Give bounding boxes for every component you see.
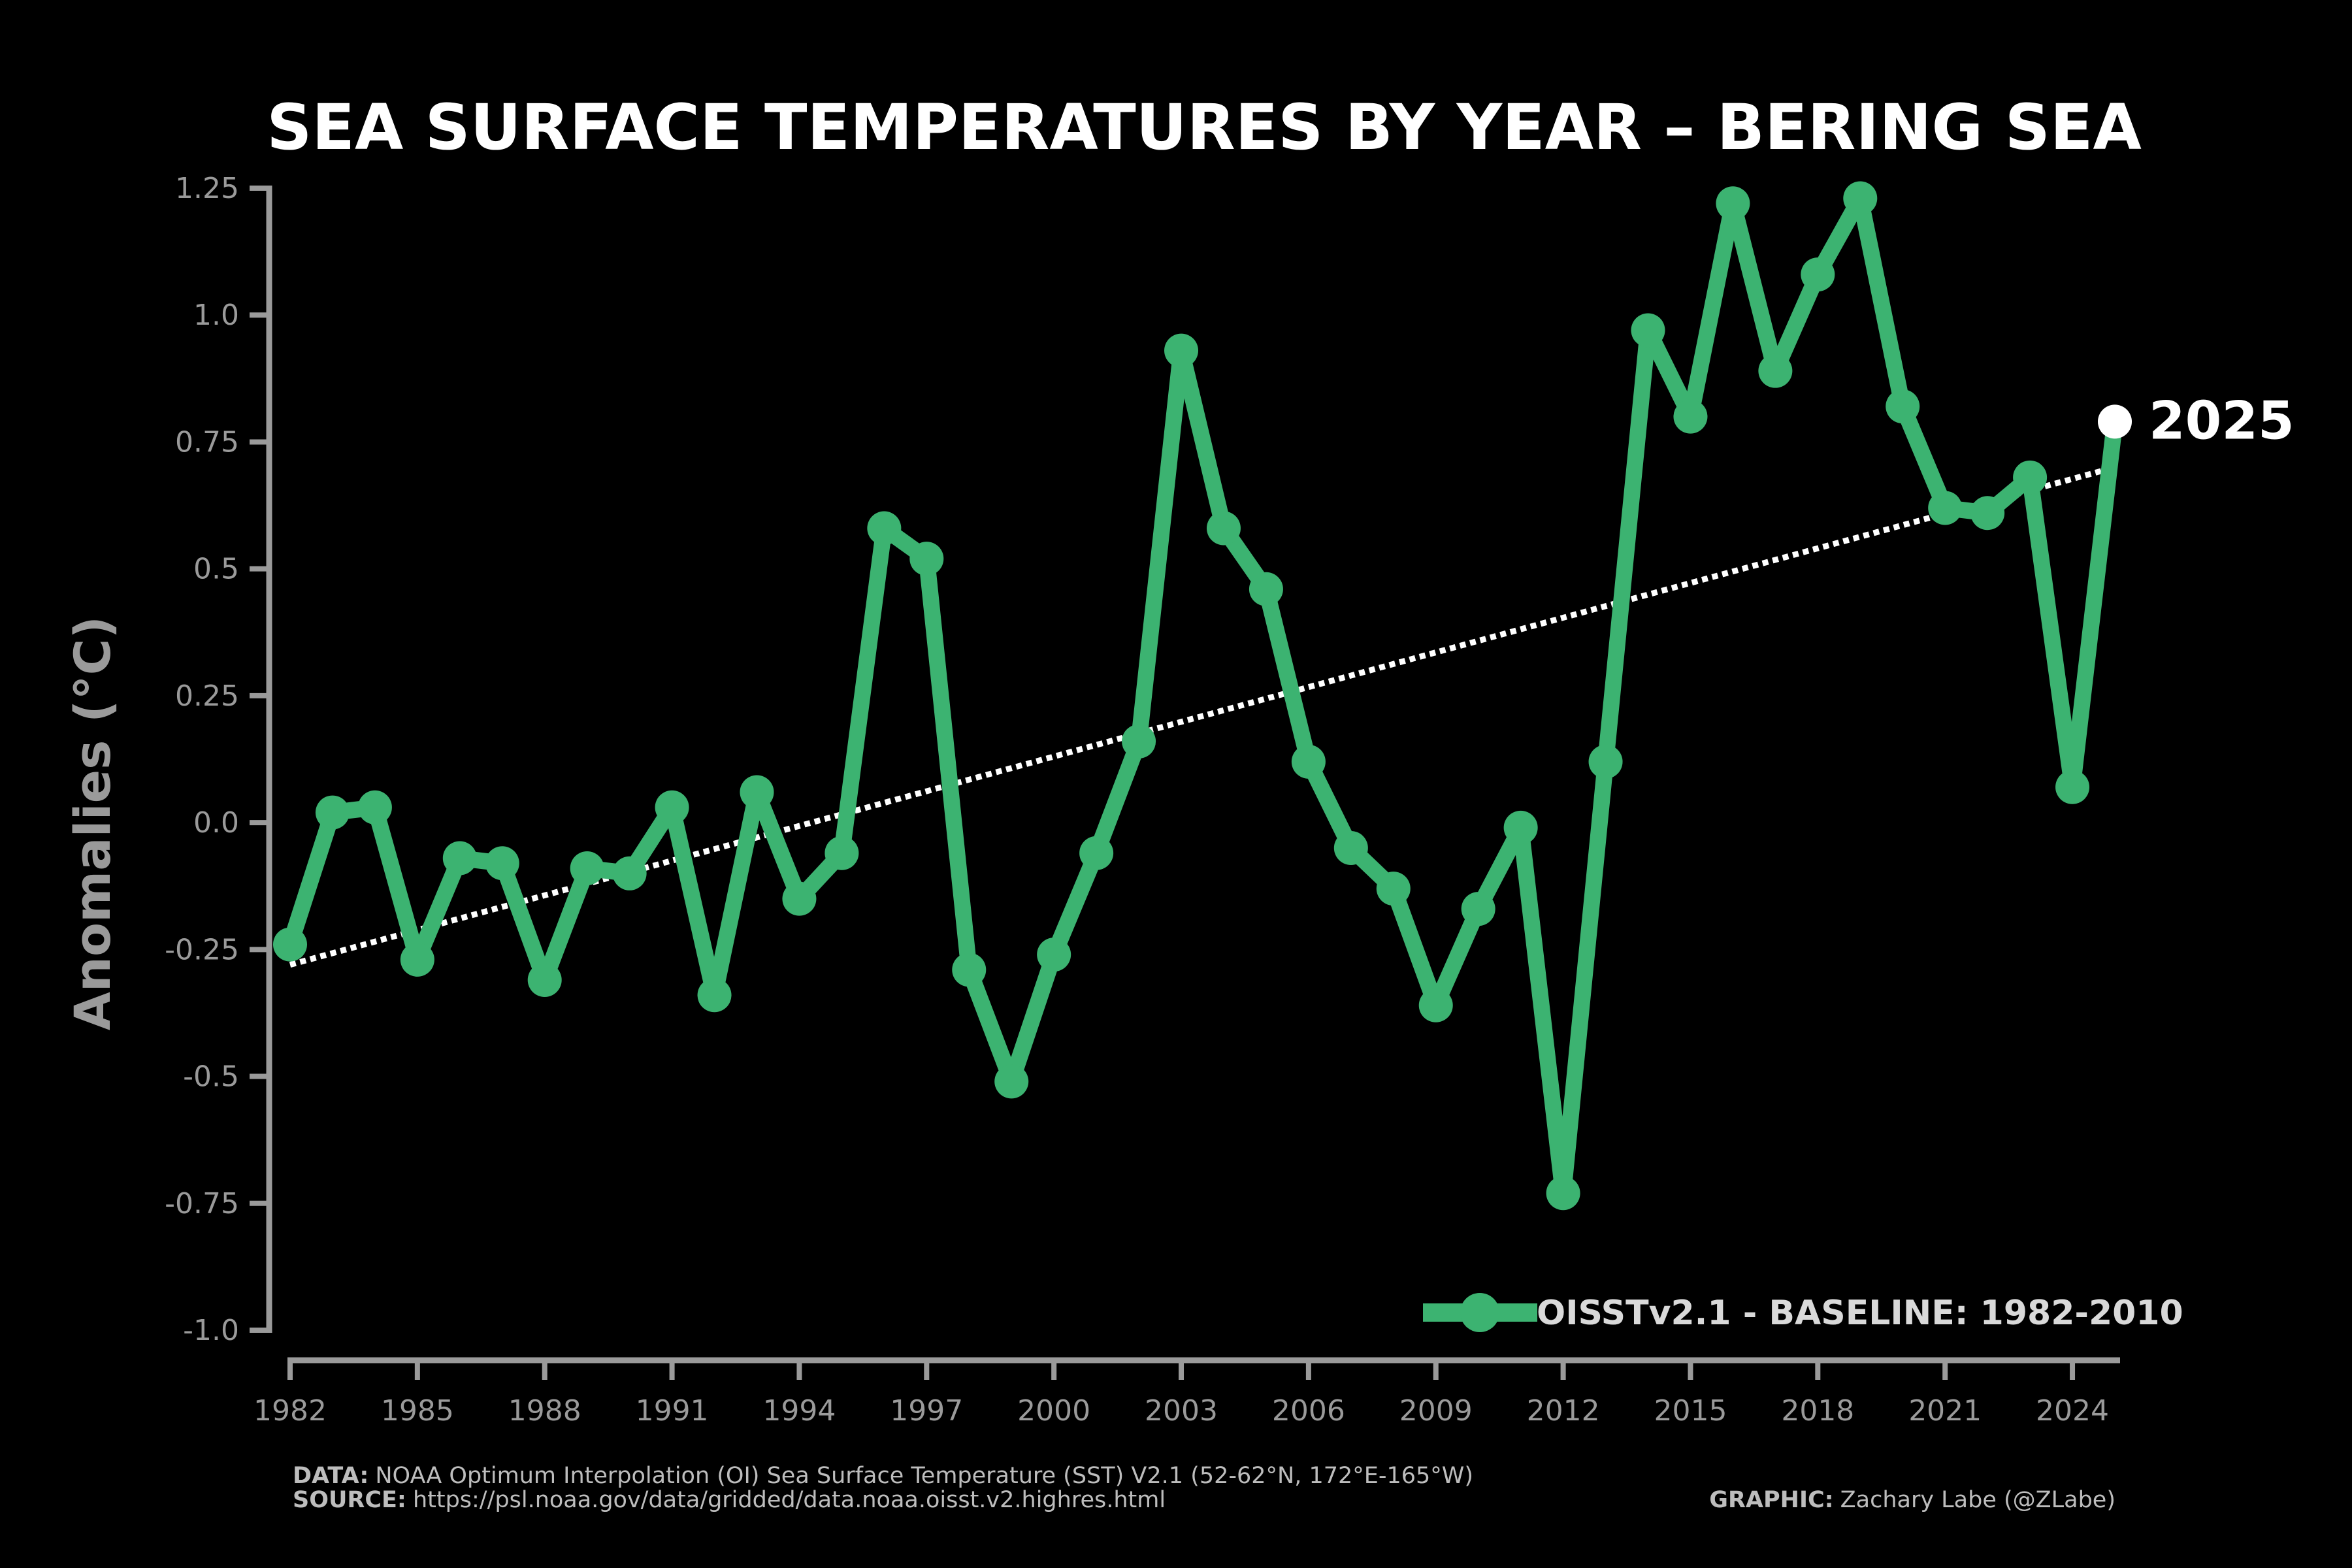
footer-data-line: DATA: NOAA Optimum Interpolation (OI) Sea… xyxy=(293,1463,1473,1489)
data-point xyxy=(1588,744,1623,779)
y-tick-label: 0.0 xyxy=(193,806,239,840)
data-point xyxy=(442,841,477,875)
chart-title: SEA SURFACE TEMPERATURES BY YEAR – BERIN… xyxy=(267,91,2142,164)
legend-marker xyxy=(1460,1293,1499,1332)
annotation-label: 2025 xyxy=(2149,390,2295,451)
axes xyxy=(266,186,2120,1364)
data-point xyxy=(1037,938,1071,972)
y-tick-label: -0.5 xyxy=(183,1060,239,1094)
x-tick-label: 1982 xyxy=(253,1394,327,1428)
data-point xyxy=(1801,257,1835,292)
x-tick-label: 2009 xyxy=(1399,1394,1473,1428)
footer-graphic-line: GRAPHIC: Zachary Labe (@ZLabe) xyxy=(1709,1487,2115,1513)
data-point xyxy=(1928,491,1963,525)
data-point xyxy=(1886,389,1920,424)
data-point xyxy=(1164,333,1199,368)
x-tick-label: 2006 xyxy=(1272,1394,1345,1428)
data-point xyxy=(2055,770,2090,804)
data-point xyxy=(612,856,647,890)
x-tick-label: 1997 xyxy=(890,1394,963,1428)
x-tick-label: 1985 xyxy=(381,1394,454,1428)
y-tick-label: -0.75 xyxy=(165,1187,239,1220)
data-point xyxy=(400,942,434,977)
data-point xyxy=(740,775,774,809)
data-point xyxy=(1418,988,1453,1022)
data-point xyxy=(952,953,987,987)
y-tick-label: 0.25 xyxy=(175,679,239,713)
x-tick-label: 2015 xyxy=(1654,1394,1727,1428)
series xyxy=(273,181,2123,1211)
data-point xyxy=(909,542,944,576)
footer-graphic-text: Zachary Labe (@ZLabe) xyxy=(1840,1487,2115,1513)
data-point xyxy=(1333,830,1368,865)
data-point xyxy=(1249,572,1283,606)
data-point xyxy=(1758,353,1793,388)
footer-data-text: NOAA Optimum Interpolation (OI) Sea Surf… xyxy=(375,1463,1473,1489)
y-tick-label: 1.0 xyxy=(193,299,239,332)
data-point xyxy=(1843,181,1878,216)
data-point xyxy=(1546,1176,1580,1211)
footer: DATA: NOAA Optimum Interpolation (OI) Sea… xyxy=(293,1463,2115,1513)
y-tick-label: 1.25 xyxy=(175,172,239,205)
x-tick-label: 2021 xyxy=(1908,1394,1982,1428)
data-point xyxy=(2013,460,2048,495)
data-point xyxy=(315,795,350,830)
y-tick-label: 0.75 xyxy=(175,425,239,459)
data-point xyxy=(570,851,604,886)
annotation-group: 2025 xyxy=(2098,390,2295,451)
data-point xyxy=(1206,511,1241,546)
data-point xyxy=(485,846,519,881)
data-point xyxy=(1673,399,1708,434)
data-point xyxy=(357,790,392,825)
data-point xyxy=(655,790,689,825)
data-point xyxy=(1631,313,1665,348)
x-tick-label: 2000 xyxy=(1017,1394,1090,1428)
x-tick-label: 1988 xyxy=(508,1394,581,1428)
data-point xyxy=(1716,186,1750,221)
footer-source-line: SOURCE: https://psl.noaa.gov/data/gridded… xyxy=(293,1487,1166,1513)
x-tick-label: 2012 xyxy=(1527,1394,1600,1428)
data-point xyxy=(1503,810,1538,845)
data-point xyxy=(867,511,902,546)
y-tick-label: 0.5 xyxy=(193,553,239,586)
legend: OISSTv2.1 - BASELINE: 1982-2010 xyxy=(1423,1293,2183,1333)
highlight-point xyxy=(2098,404,2132,439)
footer-source-text: https://psl.noaa.gov/data/gridded/data.n… xyxy=(413,1487,1166,1513)
data-point xyxy=(1461,892,1495,926)
data-point xyxy=(1376,872,1411,906)
legend-label: OISSTv2.1 - BASELINE: 1982-2010 xyxy=(1537,1294,2183,1333)
y-tick-label: -0.25 xyxy=(165,933,239,966)
footer-graphic-label: GRAPHIC: xyxy=(1709,1487,1833,1513)
footer-source-label: SOURCE: xyxy=(293,1487,406,1513)
x-tick-label: 2018 xyxy=(1781,1394,1854,1428)
data-point xyxy=(527,962,562,997)
data-point xyxy=(697,978,732,1013)
x-tick-label: 1994 xyxy=(762,1394,836,1428)
y-ticks: 1.25 1.0 0.75 0.5 0.25 0.0 -0.25 -0.5 -0.75 -1.0 xyxy=(165,172,269,1347)
data-point xyxy=(782,881,817,916)
data-point xyxy=(1122,724,1156,759)
x-tick-label: 1991 xyxy=(636,1394,709,1428)
x-tick-label: 2024 xyxy=(2036,1394,2109,1428)
data-point xyxy=(994,1064,1029,1099)
y-tick-label: -1.0 xyxy=(183,1314,239,1347)
footer-data-label: DATA: xyxy=(293,1463,368,1489)
data-point xyxy=(1970,496,2005,531)
y-axis-label: Anomalies (°C) xyxy=(63,616,122,1030)
data-point xyxy=(825,836,859,870)
x-ticks: 1982 1985 1988 1991 1994 1997 2000 2003 2006 2009… xyxy=(253,1360,2109,1428)
data-point xyxy=(1079,836,1114,870)
data-point xyxy=(273,927,307,962)
data-point xyxy=(1291,744,1326,779)
x-tick-label: 2003 xyxy=(1145,1394,1218,1428)
